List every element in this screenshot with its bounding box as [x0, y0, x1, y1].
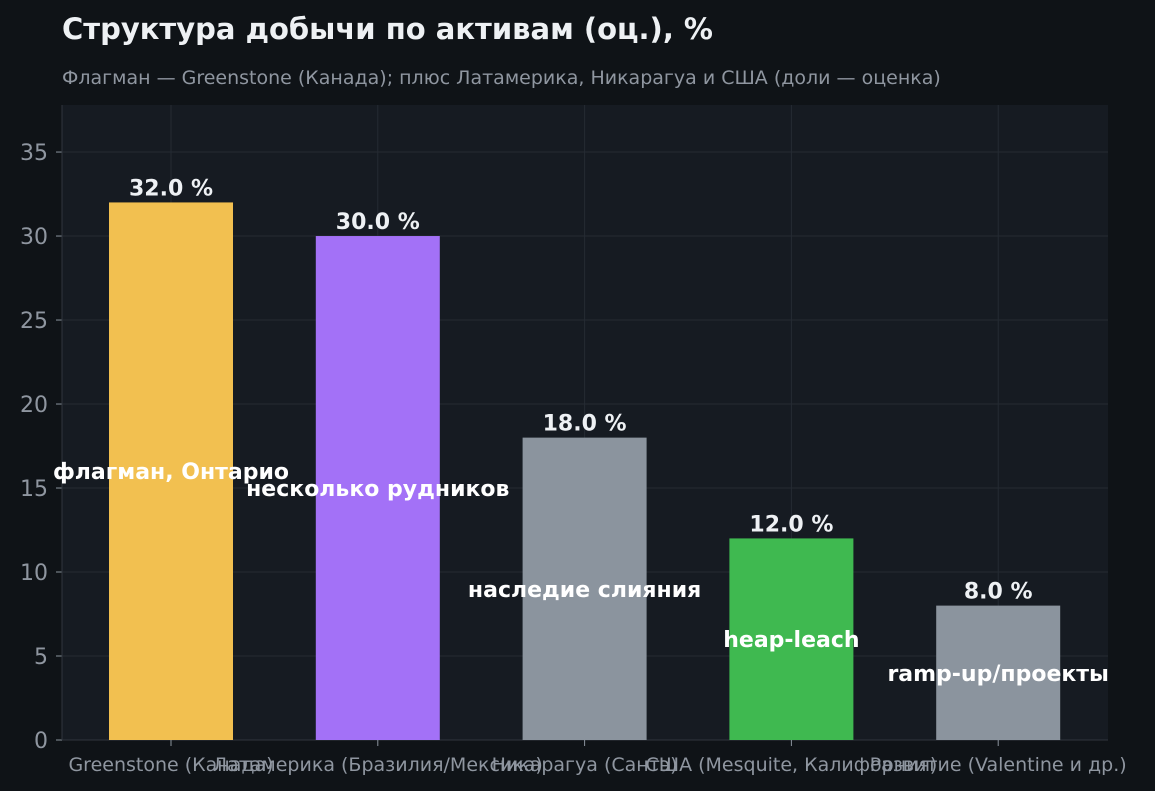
y-tick-label: 0: [34, 729, 48, 754]
x-tick-label: Латамерика (Бразилия/Мексика): [213, 754, 543, 776]
data-label: 12.0 %: [749, 512, 833, 537]
data-label: 18.0 %: [543, 412, 627, 437]
x-tick-label: Никарагуа (Сантэ): [492, 754, 678, 776]
y-tick-label: 5: [34, 645, 48, 670]
chart-title: Структура добычи по активам (оц.), %: [62, 12, 713, 46]
bar-annotation: heap-leach: [723, 628, 859, 653]
y-tick-label: 30: [20, 225, 48, 250]
data-labels: 32.0 % 30.0 % 18.0 % 12.0 % 8.0 %: [129, 176, 1033, 604]
bars: [109, 202, 1061, 741]
y-tick-label: 35: [20, 141, 48, 166]
data-label: 8.0 %: [964, 580, 1033, 605]
chart-subtitle: Флагман — Greenstone (Канада); плюс Лата…: [62, 67, 941, 89]
bar: [315, 236, 440, 741]
bar: [936, 605, 1061, 740]
bar-annotation: наследие слияния: [468, 578, 701, 603]
y-tick-label: 20: [20, 393, 48, 418]
data-label: 30.0 %: [336, 210, 420, 235]
y-tick-label: 10: [20, 561, 48, 586]
x-tick-label: Greenstone (Канада): [68, 754, 273, 776]
bar: [109, 202, 233, 741]
x-tick-label: Развитие (Valentine и др.): [870, 754, 1127, 776]
y-tick-label: 25: [20, 309, 48, 334]
x-tick-label: США (Mesquite, Калифорния): [646, 754, 938, 776]
data-label: 32.0 %: [129, 176, 213, 201]
y-tick-label: 15: [20, 477, 48, 502]
bar-annotation: флагман, Онтарио: [53, 460, 289, 485]
bar: [729, 538, 854, 740]
bar: [522, 437, 647, 740]
bar-annotation: ramp-up/проекты: [887, 662, 1109, 687]
bar-annotation: несколько рудников: [246, 477, 509, 502]
